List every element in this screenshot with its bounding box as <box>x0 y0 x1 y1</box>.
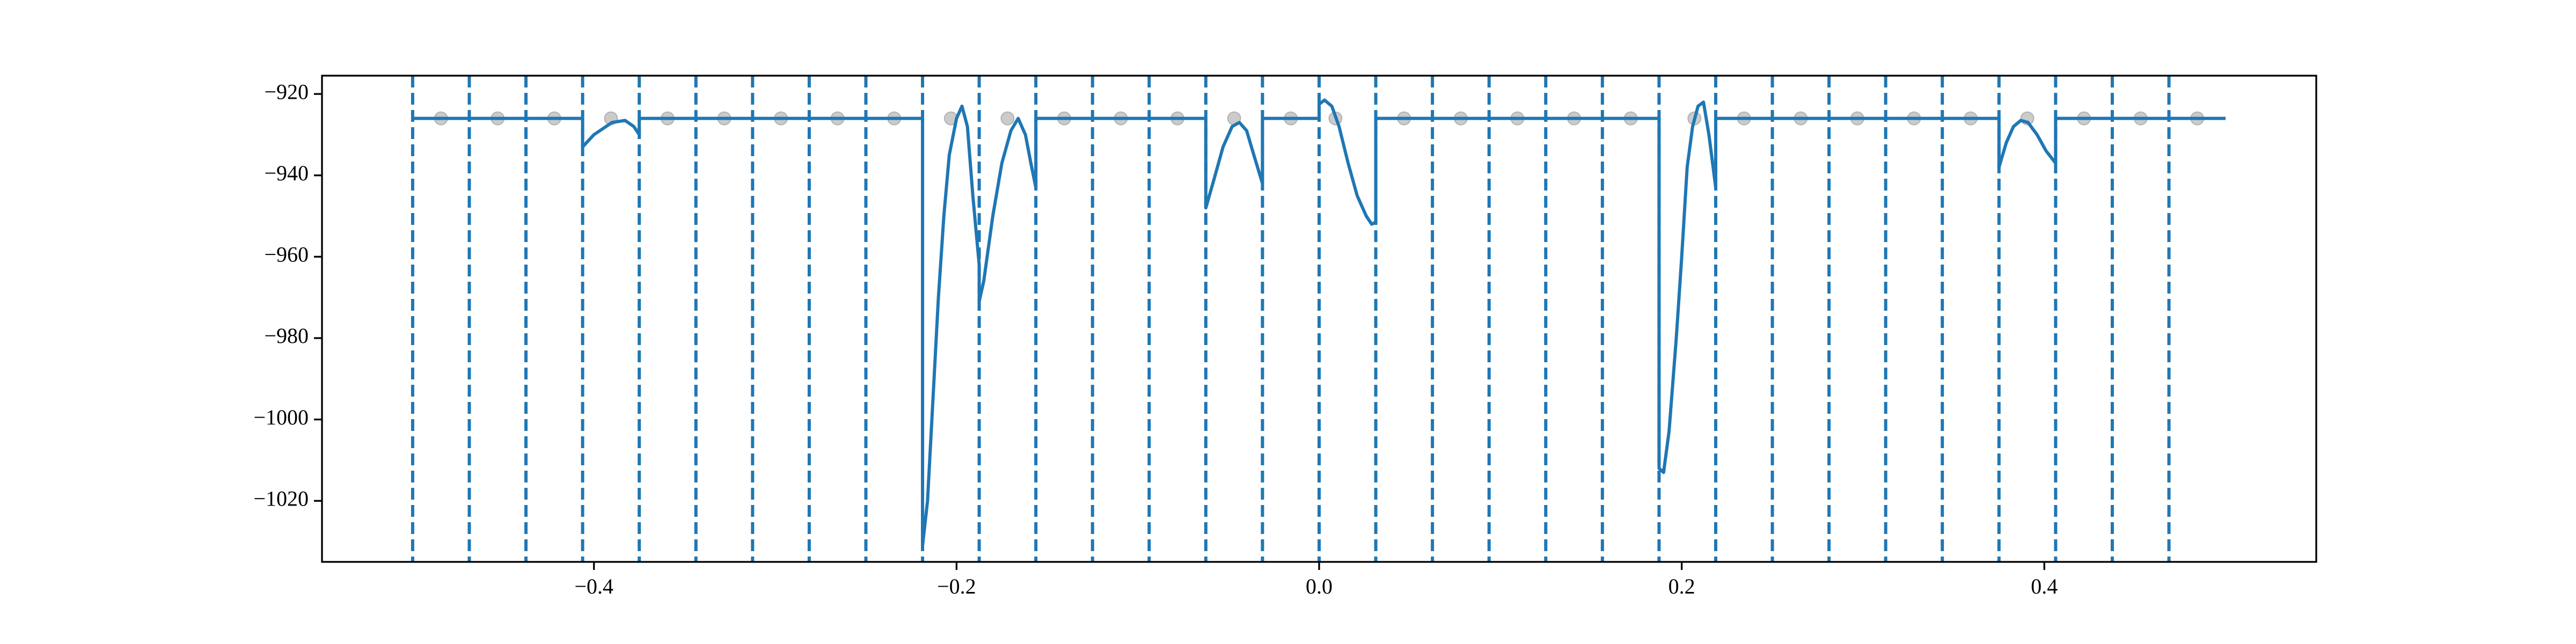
y-tick-label: −960 <box>264 243 309 267</box>
data-line <box>412 98 2226 547</box>
y-tick-label: −980 <box>264 324 309 348</box>
y-tick-label: −920 <box>264 79 309 104</box>
x-tick-label: 0.2 <box>1668 574 1695 598</box>
y-tick-label: −1000 <box>253 405 309 429</box>
data-point <box>1000 111 1015 126</box>
x-tick-label: −0.4 <box>574 574 613 598</box>
x-tick-label: −0.2 <box>937 574 976 598</box>
x-tick-label: 0.4 <box>2031 574 2058 598</box>
x-tick-label: 0.0 <box>1306 574 1333 598</box>
y-tick-label: −1020 <box>253 486 309 510</box>
y-tick-label: −940 <box>264 161 309 185</box>
